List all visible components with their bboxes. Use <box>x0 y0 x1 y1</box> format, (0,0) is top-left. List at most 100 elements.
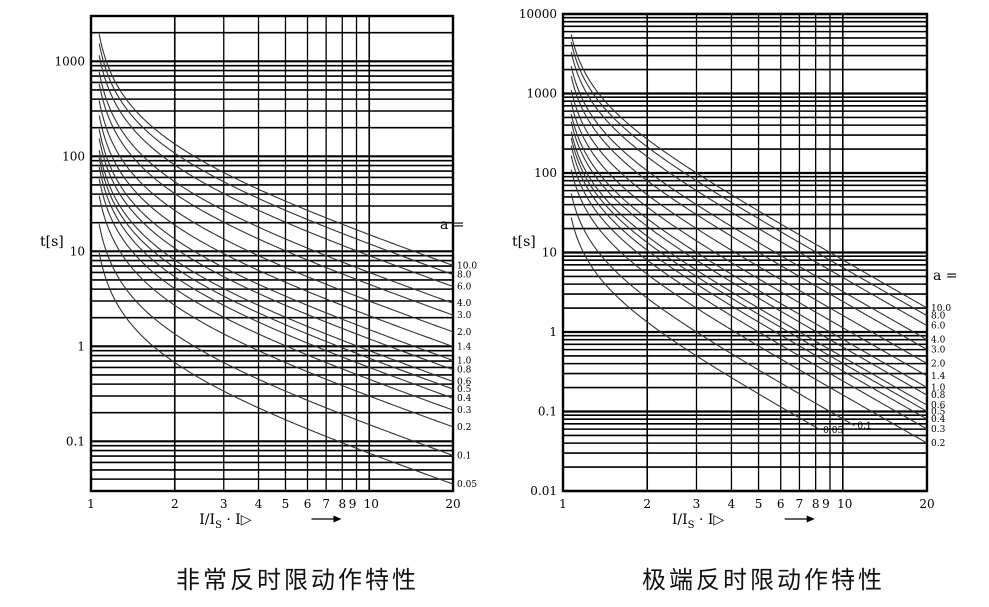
x-axis-arrow-head <box>806 515 815 523</box>
x-tick-label: 1 <box>559 497 567 511</box>
curve-label: 0.4 <box>457 394 472 404</box>
curve-label: 0.1 <box>457 451 471 461</box>
plot-frame <box>89 14 455 493</box>
curve-a-8.0 <box>98 43 454 276</box>
curve-label: 10.0 <box>457 261 477 271</box>
curve-label: 3.0 <box>931 346 946 356</box>
x-tick-label: 3 <box>693 497 701 511</box>
curve-a-0.2 <box>570 169 928 444</box>
curve-a-0.1 <box>98 224 454 456</box>
curve-a-0.3 <box>570 155 928 430</box>
chart-caption-right: 极端反时限动作特性 <box>642 566 885 594</box>
x-tick-labels: 1 2 3 4 5 6 7 8 9 10 20 <box>559 497 934 511</box>
curve-a-0.5 <box>570 137 928 412</box>
curve-labels: 10.08.06.04.03.02.01.41.00.80.60.50.40.3… <box>457 261 477 490</box>
x-tick-label: 7 <box>322 497 330 511</box>
curve-label: 1.0 <box>457 356 472 366</box>
curve-a-8.0 <box>570 42 928 317</box>
curve-label: 0.3 <box>457 406 472 416</box>
grid <box>91 15 453 492</box>
y-tick-label: 1 <box>77 339 85 353</box>
x-tick-label: 6 <box>777 497 785 511</box>
y-axis-label: t[s] <box>512 234 536 250</box>
curve-a-0.4 <box>98 166 454 399</box>
curve-label: 1.4 <box>457 343 472 353</box>
y-tick-label: 0.01 <box>530 484 557 498</box>
curve-a-4.0 <box>98 71 454 304</box>
curve-label: 0.8 <box>457 366 472 376</box>
curve-label: 0.05 <box>823 426 843 436</box>
curve-a-4.0 <box>570 66 928 341</box>
x-axis-label: I/IS · I▷ <box>199 512 252 531</box>
curve-a-3.0 <box>570 75 928 351</box>
curve-labels: 10.08.06.04.03.02.01.41.00.80.60.50.40.3… <box>823 304 951 449</box>
x-tick-label: 3 <box>220 497 228 511</box>
curve-a-2.0 <box>98 100 454 333</box>
curve-a-10.0 <box>98 34 454 266</box>
curve-label: 8.0 <box>931 312 946 322</box>
x-tick-label: 6 <box>304 497 312 511</box>
curve-a-0.05 <box>570 217 821 431</box>
plot-frame <box>561 12 929 493</box>
curve-a-0.1 <box>570 193 855 426</box>
curve-a-6.0 <box>570 52 928 327</box>
x-tick-label: 5 <box>755 497 763 511</box>
x-tick-label: 8 <box>338 497 346 511</box>
chart-caption-left: 非常反时限动作特性 <box>176 566 419 594</box>
curve-a-0.05 <box>98 252 454 485</box>
curve-a-0.5 <box>98 157 454 390</box>
y-tick-label: 10 <box>542 246 557 260</box>
curve-a-3.0 <box>98 83 454 316</box>
curve-a-1.0 <box>570 113 928 388</box>
x-tick-label: 9 <box>349 497 357 511</box>
curve-label: 6.0 <box>931 322 946 332</box>
y-tick-labels: 0.01 0.1 1 10 100 1000 10000 <box>519 7 557 498</box>
curve-label: 0.5 <box>931 407 946 417</box>
x-tick-label: 20 <box>919 497 934 511</box>
y-tick-label: 0.1 <box>66 434 85 448</box>
curves <box>98 34 454 485</box>
curve-a-0.8 <box>570 121 928 396</box>
curve-label: 0.4 <box>931 415 946 425</box>
curve-label: 0.6 <box>457 378 472 388</box>
curve-a-6.0 <box>98 55 454 288</box>
y-axis-label: t[s] <box>40 234 64 250</box>
y-tick-label: 1 <box>549 325 557 339</box>
x-axis-arrow-head <box>333 515 342 523</box>
curve-label: 8.0 <box>457 271 472 281</box>
curve-a-0.6 <box>98 150 454 383</box>
curve-a-0.2 <box>98 195 454 428</box>
y-tick-label: 1000 <box>526 87 557 101</box>
curve-label: 0.2 <box>931 439 945 449</box>
curve-a-1.4 <box>570 102 928 377</box>
y-tick-label: 10000 <box>519 7 557 21</box>
y-tick-label: 1000 <box>54 54 85 68</box>
y-tick-label: 100 <box>62 149 85 163</box>
curve-label: 4.0 <box>931 336 946 346</box>
curve-label: 1.0 <box>931 383 946 393</box>
curve-a-0.8 <box>98 138 454 371</box>
x-tick-labels: 1 2 3 4 5 6 7 8 9 10 20 <box>87 497 460 511</box>
curve-label: 0.6 <box>931 401 946 411</box>
x-tick-label: 2 <box>171 497 179 511</box>
curve-a-0.3 <box>98 178 454 411</box>
x-tick-label: 9 <box>822 497 830 511</box>
x-tick-label: 5 <box>282 497 290 511</box>
curve-label: 6.0 <box>457 283 472 293</box>
curve-label: 0.8 <box>931 391 946 401</box>
y-tick-label: 100 <box>534 166 557 180</box>
curve-label: 0.1 <box>857 421 871 431</box>
curve-label: 0.05 <box>457 480 477 490</box>
y-tick-label: 0.1 <box>538 405 557 419</box>
curve-a-0.6 <box>570 131 928 406</box>
legend-title: a = <box>440 217 465 233</box>
y-tick-labels: 0.1 1 10 100 1000 <box>54 54 85 448</box>
y-tick-label: 10 <box>70 244 85 258</box>
x-tick-label: 10 <box>364 497 379 511</box>
curve-label: 0.2 <box>457 423 471 433</box>
curve-label: 1.4 <box>931 372 946 382</box>
grid <box>563 12 927 493</box>
